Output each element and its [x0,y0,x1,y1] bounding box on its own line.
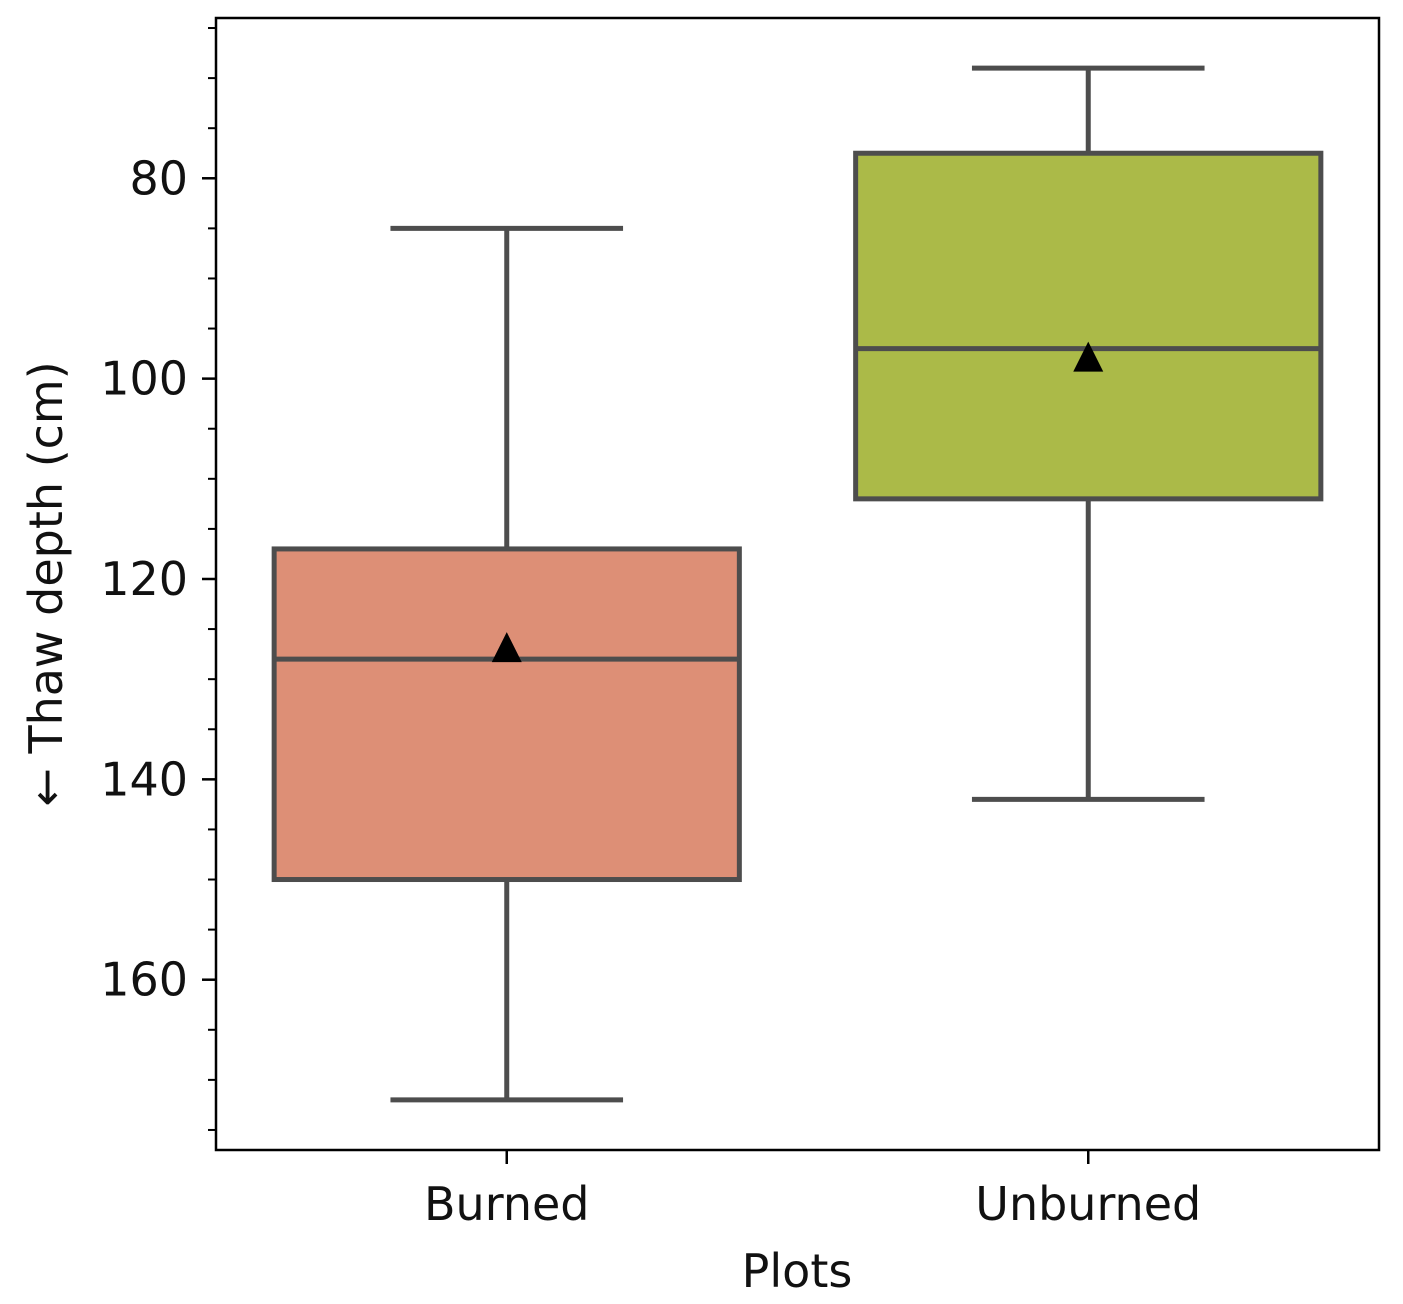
y-axis-title: ← Thaw depth (cm) [19,361,73,806]
y-tick-label: 120 [100,552,188,606]
x-ticks: Burned Unburned [424,1150,1201,1231]
box-group [853,65,1324,802]
x-tick-label: Burned [424,1177,589,1231]
plot-frame [214,16,1381,1152]
box-iqr [271,546,742,883]
box-group [271,225,742,1103]
mean-marker [491,632,522,663]
box-iqr [853,150,1324,502]
mean-marker [1073,341,1104,372]
y-tick-label: 140 [100,752,188,806]
x-axis-title: Plots [742,1244,853,1298]
y-tick-label: 80 [129,151,188,205]
y-major-ticks: 80 100 120 140 160 [100,151,216,1007]
boxes [271,65,1324,1103]
y-tick-label: 160 [100,953,188,1007]
y-tick-label: 100 [100,352,188,406]
y-minor-ticks [208,27,216,1131]
x-tick-label: Unburned [975,1177,1201,1231]
